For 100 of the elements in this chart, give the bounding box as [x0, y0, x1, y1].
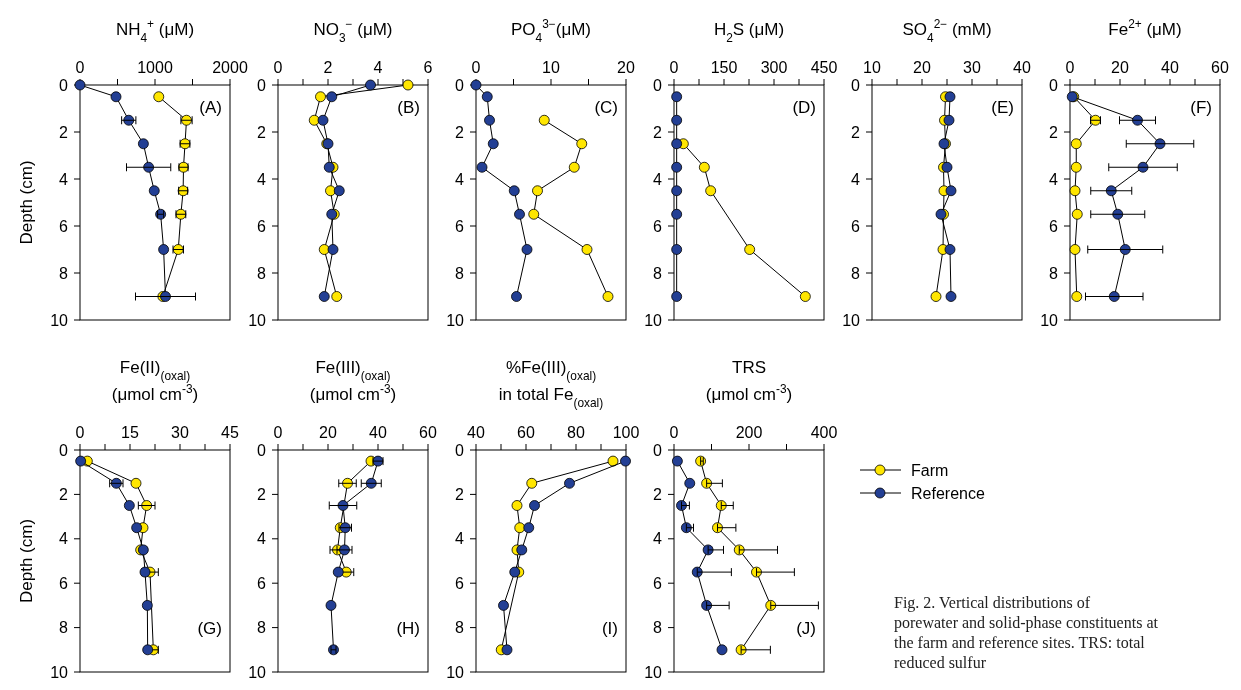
- x-tick-label: 6: [423, 59, 433, 76]
- y-axis-title: Depth (cm): [17, 160, 36, 245]
- y-tick-label: 10: [644, 311, 663, 329]
- y-tick-label: 2: [653, 486, 663, 503]
- x-tick-label: 40: [1161, 59, 1179, 76]
- y-tick-label: 6: [653, 217, 663, 235]
- legend-label: Reference: [911, 484, 985, 502]
- y-tick-label: 2: [59, 486, 69, 503]
- x-tick-label: 4: [373, 59, 383, 76]
- y-tick-label: 0: [1049, 76, 1059, 94]
- x-tick-label: 60: [1211, 59, 1229, 76]
- y-tick-label: 2: [653, 123, 663, 141]
- x-tick-label: 0: [273, 59, 283, 76]
- y-tick-label: 8: [653, 619, 663, 637]
- y-tick-label: 6: [455, 217, 465, 235]
- x-tick-label: 40: [467, 424, 485, 441]
- y-tick-label: 2: [257, 486, 267, 503]
- x-tick-label: 10: [542, 59, 560, 76]
- annotation: (F): [1190, 98, 1212, 117]
- y-tick-label: 0: [59, 76, 69, 94]
- y-tick-label: 10: [50, 663, 69, 681]
- x-tick-label: 200: [735, 424, 763, 441]
- x-axis-title: Fe(II)$_{(oxal)}$ (μmol cm$^{-3}$): [111, 358, 199, 404]
- x-tick-label: 1000: [137, 59, 173, 76]
- annotation: (H): [396, 619, 420, 638]
- y-tick-label: 4: [653, 170, 663, 188]
- y-tick-label: 0: [59, 441, 69, 459]
- y-tick-label: 10: [248, 311, 267, 329]
- y-tick-label: 2: [257, 123, 267, 141]
- x-axis-title: H$_{2}$S (μM): [713, 20, 785, 45]
- x-tick-label: 30: [963, 59, 981, 76]
- y-tick-label: 0: [653, 441, 663, 459]
- x-tick-label: 0: [669, 59, 679, 76]
- x-axis-title: Fe(III)$_{(oxal)}$ (μmol cm$^{-3}$): [309, 358, 397, 404]
- x-axis-title: PO$_{4}$$^{3−}$(μM): [510, 17, 592, 45]
- y-tick-label: 6: [851, 217, 861, 235]
- x-tick-label: 150: [710, 59, 738, 76]
- y-tick-label: 8: [851, 264, 861, 282]
- x-tick-label: 45: [221, 424, 239, 441]
- x-tick-label: 0: [1065, 59, 1075, 76]
- x-tick-label: 20: [617, 59, 635, 76]
- annotation: (C): [594, 98, 618, 117]
- annotation: (A): [199, 98, 222, 117]
- y-tick-label: 4: [257, 170, 267, 188]
- annotation: (E): [991, 98, 1014, 117]
- x-axis-title: NO$_{3}$$^{−}$ (μM): [313, 17, 393, 45]
- x-tick-label: 60: [419, 424, 437, 441]
- x-tick-label: 300: [760, 59, 788, 76]
- x-axis-title: TRS (μmol cm$^{-3}$): [705, 358, 793, 404]
- y-tick-label: 2: [455, 486, 465, 503]
- x-tick-label: 2000: [212, 59, 248, 76]
- y-tick-label: 10: [1040, 311, 1059, 329]
- x-tick-label: 100: [612, 424, 640, 441]
- y-tick-label: 6: [653, 574, 663, 592]
- x-tick-label: 80: [567, 424, 585, 441]
- x-tick-label: 15: [121, 424, 139, 441]
- y-tick-label: 6: [59, 574, 69, 592]
- y-tick-label: 0: [455, 76, 465, 94]
- y-tick-label: 4: [455, 170, 465, 188]
- y-tick-label: 8: [653, 264, 663, 282]
- y-tick-label: 0: [257, 76, 267, 94]
- x-tick-label: 0: [669, 424, 679, 441]
- y-tick-label: 2: [455, 123, 465, 141]
- caption: Fig. 2. Vertical distributions of porewater and solid-phase constituents at the farm and reference sites. TRS: total reduced sulfur: [894, 594, 1159, 671]
- x-tick-label: 20: [913, 59, 931, 76]
- annotation: (I): [601, 619, 618, 638]
- x-tick-label: 450: [810, 59, 838, 76]
- y-tick-label: 2: [851, 123, 861, 141]
- y-tick-label: 8: [1049, 264, 1059, 282]
- x-axis-title: %Fe(III)$_{(oxal)}$ in total Fe$_{(oxal)}$: [498, 358, 604, 410]
- y-tick-label: 6: [59, 217, 69, 235]
- y-tick-label: 0: [653, 76, 663, 94]
- x-tick-label: 400: [810, 424, 838, 441]
- y-tick-label: 8: [455, 619, 465, 637]
- x-tick-label: 2: [323, 59, 333, 76]
- y-tick-label: 2: [1049, 123, 1059, 141]
- y-tick-label: 10: [842, 311, 861, 329]
- y-tick-label: 4: [59, 530, 69, 548]
- y-tick-label: 6: [257, 217, 267, 235]
- x-axis-title: NH$_{4}$$^{+}$ (μM): [115, 17, 195, 45]
- annotation: (D): [792, 98, 816, 117]
- x-tick-label: 20: [319, 424, 337, 441]
- y-tick-label: 10: [248, 663, 267, 681]
- y-tick-label: 8: [455, 264, 465, 282]
- x-tick-label: 0: [471, 59, 481, 76]
- y-tick-label: 8: [59, 619, 69, 637]
- y-tick-label: 4: [653, 530, 663, 548]
- annotation: (G): [197, 619, 222, 638]
- y-tick-label: 10: [446, 311, 465, 329]
- y-tick-label: 6: [257, 574, 267, 592]
- y-tick-label: 2: [59, 123, 69, 141]
- y-tick-label: 10: [644, 663, 663, 681]
- x-axis-title: SO$_{4}$$^{2−}$ (mM): [902, 17, 992, 45]
- y-tick-label: 4: [1049, 170, 1059, 188]
- x-tick-label: 40: [1013, 59, 1031, 76]
- y-tick-label: 0: [257, 441, 267, 459]
- y-tick-label: 10: [446, 663, 465, 681]
- x-axis-title: Fe$^{2+}$ (μM): [1108, 17, 1182, 39]
- x-tick-label: 40: [369, 424, 387, 441]
- legend-label: Farm: [911, 461, 949, 479]
